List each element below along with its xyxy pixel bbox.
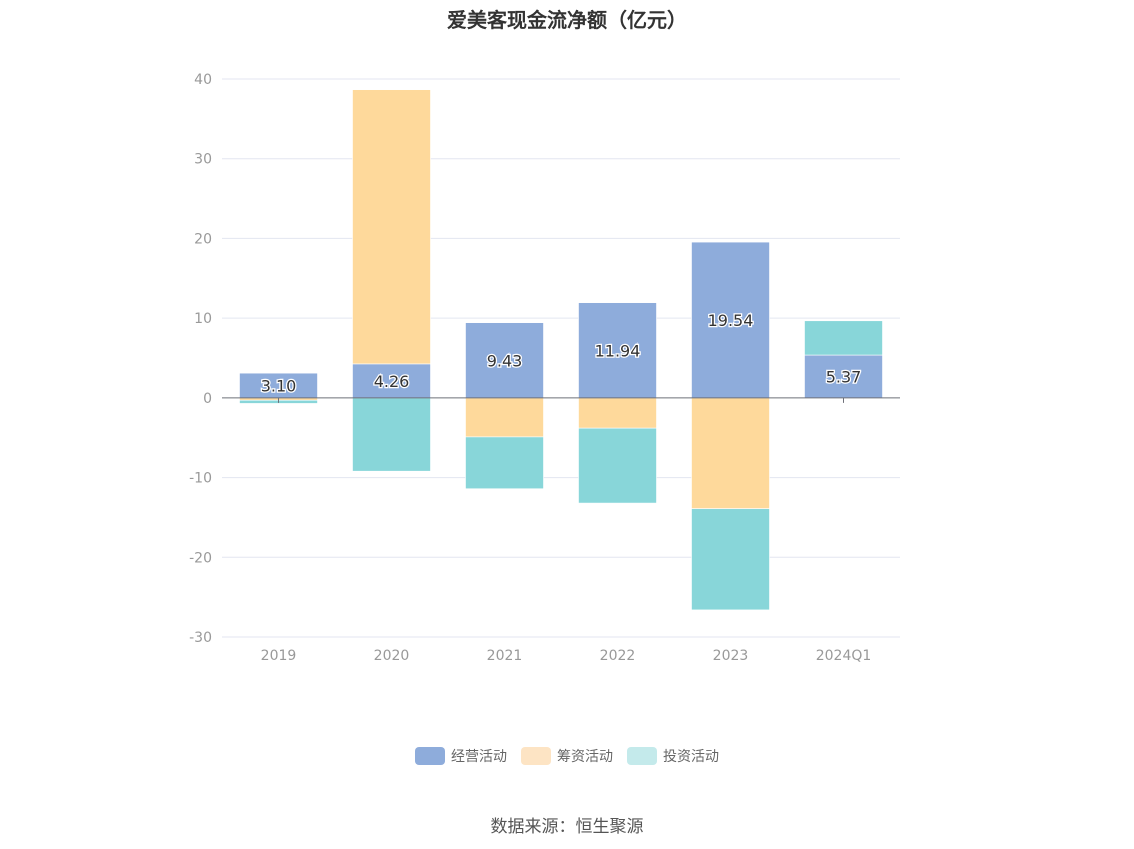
data-label: 5.37 [826, 367, 862, 386]
y-tick-label: 0 [203, 391, 212, 407]
data-labels: 3.10 4.26 9.43 11.94 19.54 5.37 [259, 310, 862, 397]
data-label: 11.94 [595, 341, 641, 360]
y-tick-label: -20 [189, 550, 212, 566]
data-label: 3.10 [261, 377, 297, 396]
bar-1-2022 [578, 397, 657, 429]
legend: 经营活动 筹资活动 投资活动 [0, 746, 1134, 766]
x-tick-label: 2021 [487, 648, 523, 664]
bar-2-2022 [578, 427, 657, 504]
data-label: 9.43 [487, 351, 523, 370]
bar-1-2021 [465, 397, 544, 438]
y-tick-label: 10 [194, 311, 212, 327]
legend-swatch-operating [415, 747, 445, 765]
bar-2-2021 [465, 436, 544, 490]
stacked-bar-chart: 40 30 20 10 0 -10 -20 -30 2019 2020 2021 2022 2023 20… [189, 72, 900, 664]
y-tick-label: 30 [194, 152, 212, 168]
bar-1-2020 [352, 89, 431, 365]
y-tick-label: -30 [189, 630, 212, 646]
bars [239, 89, 883, 611]
legend-label-financing: 筹资活动 [557, 749, 613, 765]
bar-1-2023 [691, 397, 770, 509]
legend-label-operating: 经营活动 [451, 749, 507, 765]
x-tick-label: 2022 [600, 648, 636, 664]
x-tick-label: 2023 [713, 648, 749, 664]
bar-0-2023 [691, 241, 770, 399]
bar-2-2020 [352, 397, 431, 472]
legend-swatch-financing [521, 747, 551, 765]
data-label: 19.54 [708, 311, 754, 330]
legend-label-investing: 投资活动 [663, 749, 719, 765]
bar-2-2023 [691, 508, 770, 611]
bar-2-2024Q1 [804, 320, 883, 356]
y-tick-label: 20 [194, 231, 212, 247]
legend-item-investing[interactable]: 投资活动 [627, 746, 719, 766]
data-source: 数据来源：恒生聚源 [490, 817, 644, 837]
y-tick-label: 40 [194, 72, 212, 88]
legend-item-operating[interactable]: 经营活动 [415, 746, 507, 766]
x-tick-label: 2024Q1 [816, 648, 872, 664]
legend-swatch-investing [627, 747, 657, 765]
axes: 40 30 20 10 0 -10 -20 -30 2019 2020 2021 2022 2023 20… [189, 72, 900, 664]
legend-item-financing[interactable]: 筹资活动 [521, 746, 613, 766]
grid-lines [222, 78, 900, 638]
x-tick-label: 2020 [374, 648, 410, 664]
data-label: 4.26 [374, 372, 410, 391]
y-tick-label: -10 [189, 471, 212, 487]
x-tick-label: 2019 [261, 648, 297, 664]
bar-0-2019 [239, 372, 318, 399]
chart-title: 爱美客现金流净额（亿元） [447, 8, 687, 32]
